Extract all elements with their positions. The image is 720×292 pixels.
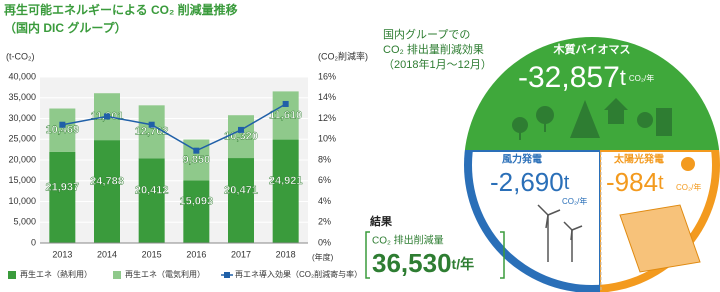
infographic: 国内グループでの CO₂ 排出量削減効果 （2018年1月〜12月） — [365, 27, 720, 292]
legend-label: 再生エネ（電気利用） — [125, 269, 205, 279]
result-value: 36,530t/年 — [372, 248, 474, 278]
data-label: 20,412 — [135, 185, 169, 197]
line-marker — [193, 147, 200, 154]
biomass-value: -32,857t CO₂/年 — [518, 61, 654, 94]
solar-label: 太陽光発電 — [613, 153, 664, 166]
bar — [272, 91, 299, 140]
legend-label: 再エネ導入効果（CO₂削減寄与率） — [235, 269, 362, 279]
wind-icons — [537, 204, 583, 262]
x-tick-label: 2017 — [231, 249, 251, 259]
y2-tick-label: 6% — [318, 175, 331, 185]
value: -984 — [606, 167, 658, 197]
x-tick-label: 2016 — [186, 249, 206, 259]
x-tick-label: 2013 — [52, 249, 72, 259]
heading: （2018年1月〜12月） — [383, 57, 492, 71]
y-tick-label: 0 — [31, 237, 36, 247]
value: 36,530 — [372, 248, 452, 278]
y2-tick-label: 4% — [318, 196, 331, 206]
legend-swatch — [113, 271, 121, 279]
y-tick-label: 30,000 — [8, 113, 36, 123]
y-tick-label: 35,000 — [8, 92, 36, 102]
data-label: 15,093 — [180, 196, 214, 208]
y2-tick-label: 14% — [318, 92, 336, 102]
y-tick-label: 5,000 — [13, 217, 36, 227]
y2-tick-label: 0% — [318, 237, 331, 247]
y-tick-label: 10,000 — [8, 196, 36, 206]
wind-value: -2,690t — [490, 167, 570, 197]
data-label: 10,469 — [46, 124, 80, 136]
result-label: 結果 — [370, 214, 392, 228]
biomass-icons — [512, 98, 672, 140]
bar — [228, 115, 254, 159]
data-label: 21,937 — [46, 181, 80, 193]
result-caption: CO₂ 排出削減量 — [372, 234, 444, 247]
line-marker — [104, 113, 110, 120]
bar — [272, 139, 299, 243]
y-tick-label: 15,000 — [8, 175, 36, 185]
per: CO₂/年 — [629, 73, 654, 83]
y2-axis-label: (CO₂削減率) — [318, 50, 368, 61]
legend-swatch — [8, 271, 16, 279]
unit: t — [620, 65, 626, 90]
y2-tick-label: 12% — [318, 113, 336, 123]
heading: 国内グループでの — [383, 27, 470, 41]
bar — [49, 108, 76, 152]
line-marker — [148, 121, 155, 128]
solar-icons — [619, 157, 701, 273]
data-label: 24,921 — [269, 175, 303, 187]
value: -2,690 — [490, 167, 564, 197]
legend-swatch — [224, 272, 230, 278]
legend-label: 再生エネ（熱利用） — [20, 269, 92, 279]
unit: t — [564, 172, 570, 194]
y-tick-label: 25,000 — [8, 134, 36, 144]
bar — [138, 158, 165, 243]
solar-per: CO₂/年 — [676, 182, 701, 192]
bar — [49, 151, 76, 243]
x-tick-label: 2018 — [276, 249, 296, 259]
y-tick-label: 20,000 — [8, 154, 36, 164]
x-axis-label: (年度) — [312, 252, 334, 262]
y2-tick-label: 10% — [318, 134, 336, 144]
wind-label: 風力発電 — [502, 153, 542, 166]
bar — [228, 158, 254, 243]
wind-per: CO₂/年 — [562, 196, 587, 206]
x-tick-label: 2015 — [142, 249, 162, 259]
chart-title: 再生可能エネルギーによる CO₂ 削減量推移 — [4, 2, 238, 17]
data-label: 9,850 — [183, 154, 211, 166]
data-label: 11,610 — [269, 109, 302, 121]
y2-tick-label: 8% — [318, 154, 331, 164]
y-tick-label: 40,000 — [8, 71, 36, 81]
y-axis-label: (t-CO₂) — [6, 51, 35, 61]
line-marker — [59, 121, 66, 128]
chart-subtitle: （国内 DIC グループ） — [4, 20, 127, 35]
heading: CO₂ 排出量削減効果 — [383, 42, 484, 56]
line-marker — [282, 100, 289, 107]
result-bracket — [365, 231, 505, 279]
value: -32,857 — [518, 61, 620, 94]
unit: t/年 — [452, 256, 475, 272]
bar — [94, 140, 120, 243]
y2-tick-label: 16% — [318, 71, 336, 81]
solar-value: -984t — [606, 167, 664, 197]
unit: t — [658, 172, 664, 194]
line — [62, 103, 287, 152]
biomass-label: 木質バイオマス — [553, 42, 631, 56]
bar — [183, 180, 210, 243]
line-marker — [238, 126, 244, 133]
bar — [138, 105, 165, 159]
data-label: 24,788 — [90, 175, 124, 187]
data-label: 20,471 — [224, 184, 258, 196]
data-label: 12,762 — [135, 126, 169, 138]
x-tick-label: 2014 — [97, 249, 117, 259]
y2-tick-label: 2% — [318, 217, 331, 227]
